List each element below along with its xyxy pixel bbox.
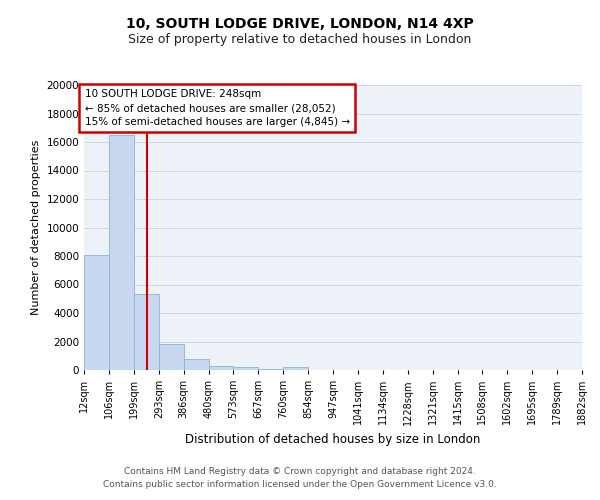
Bar <box>109 135 134 370</box>
Bar <box>283 367 308 370</box>
X-axis label: Distribution of detached houses by size in London: Distribution of detached houses by size … <box>185 433 481 446</box>
Text: 10, SOUTH LODGE DRIVE, LONDON, N14 4XP: 10, SOUTH LODGE DRIVE, LONDON, N14 4XP <box>126 18 474 32</box>
Y-axis label: Number of detached properties: Number of detached properties <box>31 140 41 315</box>
Bar <box>233 367 259 370</box>
Bar <box>209 366 233 370</box>
Bar <box>134 294 159 370</box>
Text: Contains public sector information licensed under the Open Government Licence v3: Contains public sector information licen… <box>103 480 497 489</box>
Text: Contains HM Land Registry data © Crown copyright and database right 2024.: Contains HM Land Registry data © Crown c… <box>124 467 476 476</box>
Bar <box>84 254 109 370</box>
Text: 10 SOUTH LODGE DRIVE: 248sqm
← 85% of detached houses are smaller (28,052)
15% o: 10 SOUTH LODGE DRIVE: 248sqm ← 85% of de… <box>85 90 350 128</box>
Text: Size of property relative to detached houses in London: Size of property relative to detached ho… <box>128 32 472 46</box>
Bar <box>159 344 184 370</box>
Bar <box>184 358 209 370</box>
